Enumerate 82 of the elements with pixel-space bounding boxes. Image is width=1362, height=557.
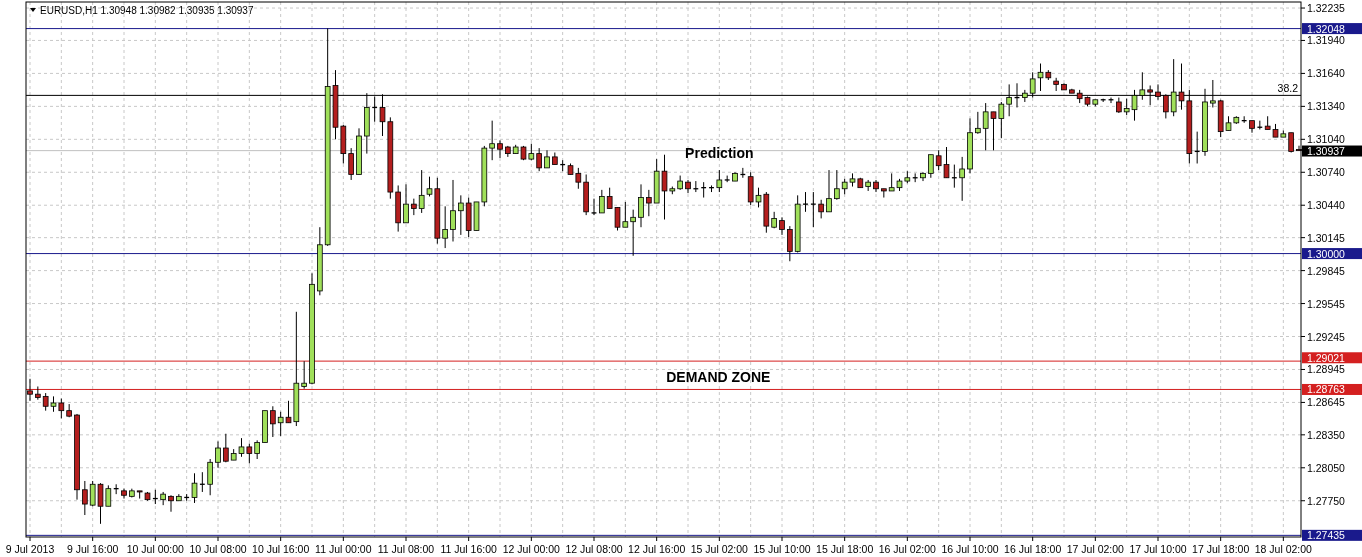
x-tick-label: 18 Jul 02:00 xyxy=(1254,543,1313,555)
candlestick xyxy=(497,139,503,159)
candlestick xyxy=(442,205,448,249)
x-tick-label: 11 Jul 00:00 xyxy=(315,543,372,555)
x-tick-label: 11 Jul 16:00 xyxy=(440,543,498,555)
candlestick xyxy=(810,191,817,228)
x-tick-label: 12 Jul 00:00 xyxy=(502,543,561,555)
ref-line-label: 1.28763 xyxy=(1307,383,1346,396)
y-tick-label: 1.31040 xyxy=(1307,133,1346,146)
chart-title: EURUSD,H1 1.30948 1.30982 1.30935 1.30937 xyxy=(40,4,254,16)
x-tick-label: 16 Jul 10:00 xyxy=(941,543,999,555)
x-tick-label: 15 Jul 02:00 xyxy=(690,543,749,555)
x-tick-label: 9 Jul 2013 xyxy=(5,543,55,555)
x-tick-label: 11 Jul 08:00 xyxy=(377,543,435,555)
x-tick-label: 10 Jul 16:00 xyxy=(252,543,310,555)
x-tick-label: 9 Jul 16:00 xyxy=(66,543,119,555)
x-tick-label: 12 Jul 08:00 xyxy=(565,543,623,555)
y-tick-label: 1.29545 xyxy=(1307,297,1346,310)
ref-line-label: 1.32048 xyxy=(1307,22,1346,35)
x-tick-label: 17 Jul 10:00 xyxy=(1129,543,1187,555)
y-tick-label: 1.30740 xyxy=(1307,166,1346,179)
y-tick-label: 1.30145 xyxy=(1307,231,1346,244)
x-tick-label: 12 Jul 16:00 xyxy=(628,543,686,555)
x-tick-label: 10 Jul 00:00 xyxy=(126,543,185,555)
candlestick xyxy=(716,169,723,193)
ref-line-label: 1.27435 xyxy=(1307,529,1346,542)
candlestick xyxy=(254,439,260,460)
x-tick-label: 10 Jul 08:00 xyxy=(189,543,247,555)
candlestick xyxy=(207,458,213,496)
x-tick-label: 15 Jul 18:00 xyxy=(816,543,874,555)
y-tick-label: 1.31640 xyxy=(1307,67,1346,80)
x-tick-label: 17 Jul 02:00 xyxy=(1066,543,1125,555)
y-tick-label: 1.28050 xyxy=(1307,461,1346,474)
candlestick xyxy=(834,169,840,201)
candlestick xyxy=(191,472,198,504)
candlestick xyxy=(403,183,409,224)
ref-line-label: 1.30000 xyxy=(1307,247,1346,260)
candlestick xyxy=(959,156,965,202)
candlestick xyxy=(646,189,652,217)
annotation: DEMAND ZONE xyxy=(666,368,771,385)
candlestick xyxy=(82,480,88,516)
candlestick xyxy=(270,405,276,438)
ref-line-label: 1.29021 xyxy=(1307,351,1346,364)
candlestick xyxy=(630,209,636,257)
candlestick xyxy=(450,179,456,242)
y-tick-label: 1.32235 xyxy=(1307,2,1346,15)
annotation: 38.2 xyxy=(1277,82,1299,95)
candlestick xyxy=(928,154,934,179)
candlestick xyxy=(787,225,793,262)
ref-line-label: 1.30937 xyxy=(1307,145,1346,158)
candlestick xyxy=(638,183,644,228)
candlestick xyxy=(975,111,981,135)
y-tick-label: 1.31940 xyxy=(1307,34,1346,47)
y-tick-label: 1.29845 xyxy=(1307,264,1346,277)
candlestick xyxy=(802,191,809,213)
candlestick xyxy=(818,199,824,219)
candlestick xyxy=(685,179,691,194)
candlestick xyxy=(168,494,174,513)
candlestick xyxy=(418,169,425,214)
candlestick xyxy=(826,169,832,213)
y-tick-label: 1.28945 xyxy=(1307,363,1346,376)
candlestick xyxy=(348,147,354,181)
y-tick-label: 1.28645 xyxy=(1307,396,1346,409)
x-tick-label: 16 Jul 02:00 xyxy=(878,543,937,555)
y-tick-label: 1.29245 xyxy=(1307,330,1346,343)
y-tick-label: 1.28350 xyxy=(1307,428,1346,441)
x-tick-label: 15 Jul 10:00 xyxy=(753,543,811,555)
x-tick-label: 17 Jul 18:00 xyxy=(1192,543,1250,555)
candlestick xyxy=(489,120,495,161)
candlestick xyxy=(458,194,464,236)
candlestick xyxy=(590,198,598,216)
candlestick xyxy=(536,147,542,172)
y-tick-label: 1.27750 xyxy=(1307,494,1346,507)
annotation: Prediction xyxy=(685,144,754,161)
candlestick xyxy=(301,360,307,390)
candlestick xyxy=(223,433,229,463)
y-tick-label: 1.30440 xyxy=(1307,199,1346,212)
candlestick xyxy=(1288,132,1294,153)
candlestick xyxy=(599,189,605,214)
candlestick xyxy=(215,440,221,469)
y-tick-label: 1.31340 xyxy=(1307,100,1346,113)
x-tick-label: 16 Jul 18:00 xyxy=(1004,543,1062,555)
